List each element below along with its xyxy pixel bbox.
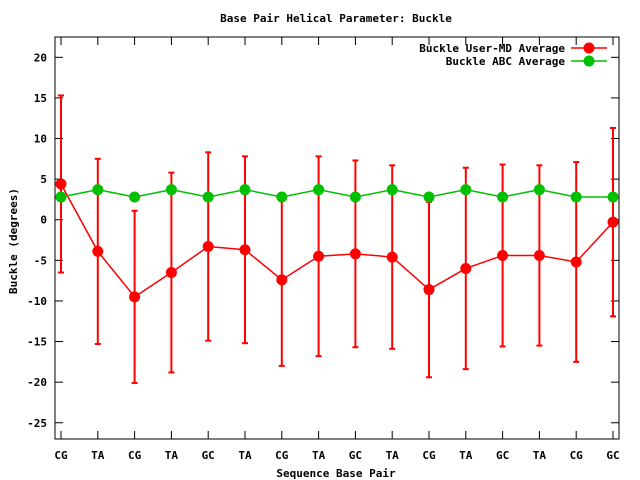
data-point-user-md: [313, 250, 325, 262]
x-tick-label: TA: [533, 449, 547, 462]
data-point-user-md: [129, 291, 141, 303]
plot-area: -25 -20 -15 -10 -5 0 5 10 15 20 CG TA CG TA GC TA CG TA GC…: [27, 36, 620, 462]
legend-marker-abc: [583, 55, 595, 67]
y-tick-label: -5: [34, 254, 47, 267]
y-tick-label: 15: [34, 92, 47, 105]
x-tick-label: CG: [570, 449, 584, 462]
x-tick-label: GC: [606, 449, 619, 462]
series-line-user-md: [60, 183, 614, 298]
legend-marker-user-md: [583, 42, 595, 54]
data-point-abc: [202, 191, 214, 203]
data-point-user-md: [386, 251, 398, 263]
x-tick-label: CG: [54, 449, 68, 462]
y-tick-label: 10: [34, 133, 47, 146]
y-tick-label: -20: [27, 376, 47, 389]
x-tick-label: CG: [128, 449, 142, 462]
data-point-abc: [497, 191, 509, 203]
data-point-abc: [423, 191, 435, 203]
data-point-user-md: [423, 284, 435, 296]
data-point-user-md: [533, 249, 545, 261]
chart-title: Base Pair Helical Parameter: Buckle: [220, 12, 452, 25]
x-tick-label: TA: [386, 449, 400, 462]
y-tick-label: -25: [27, 417, 47, 430]
plot-border: [54, 36, 620, 440]
legend-label-user-md: Buckle User-MD Average: [419, 42, 565, 55]
x-tick-label: TA: [312, 449, 326, 462]
data-point-user-md: [460, 262, 472, 274]
y-tick-label: 20: [34, 51, 47, 64]
x-tick-label: CG: [275, 449, 289, 462]
x-tick-label: GC: [202, 449, 215, 462]
data-point-abc: [607, 191, 619, 203]
data-point-abc: [276, 191, 288, 203]
data-point-abc: [570, 191, 582, 203]
x-tick-label: GC: [349, 449, 362, 462]
x-axis-label: Sequence Base Pair: [276, 467, 396, 480]
y-tick-label: -10: [27, 295, 47, 308]
x-tick-label: GC: [496, 449, 509, 462]
x-tick-label: TA: [459, 449, 473, 462]
data-point-user-md: [349, 248, 361, 260]
data-point-abc: [165, 184, 177, 196]
x-tick-label: TA: [238, 449, 252, 462]
data-point-abc: [349, 191, 361, 203]
data-point-abc: [129, 191, 141, 203]
data-point-abc: [92, 184, 104, 196]
data-point-user-md: [607, 216, 619, 228]
x-tick-label: CG: [422, 449, 436, 462]
y-tick-label: 5: [40, 173, 47, 186]
series-line-abc: [60, 188, 613, 198]
data-point-abc: [460, 184, 472, 196]
y-tick-label: 0: [40, 214, 47, 227]
data-point-abc: [313, 184, 325, 196]
data-point-user-md: [570, 256, 582, 268]
data-point-abc: [239, 184, 251, 196]
data-point-user-md: [55, 178, 67, 190]
legend-label-abc: Buckle ABC Average: [446, 55, 566, 68]
data-point-abc: [533, 184, 545, 196]
y-tick-label: -15: [27, 336, 47, 349]
data-point-user-md: [276, 274, 288, 286]
x-tick-label: TA: [165, 449, 179, 462]
x-tick-label: TA: [91, 449, 105, 462]
data-point-user-md: [202, 241, 214, 253]
data-point-user-md: [92, 245, 104, 257]
data-point-abc: [55, 191, 67, 203]
data-point-user-md: [497, 249, 509, 261]
y-axis-label: Buckle (degrees): [7, 188, 20, 294]
data-point-user-md: [165, 267, 177, 279]
data-point-user-md: [239, 244, 251, 256]
data-point-abc: [386, 184, 398, 196]
